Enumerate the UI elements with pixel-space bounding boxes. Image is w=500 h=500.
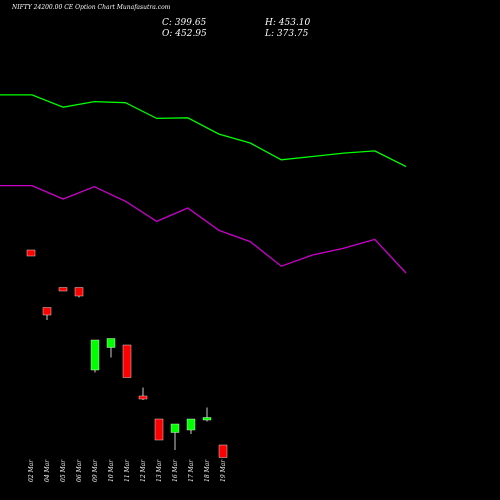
date-tick-label: 02 Mar bbox=[28, 459, 35, 482]
candle-body bbox=[202, 417, 212, 421]
date-tick-label: 05 Mar bbox=[60, 459, 67, 482]
overlay-line-1 bbox=[0, 184, 407, 274]
date-tick-label: 11 Mar bbox=[124, 459, 131, 482]
date-tick-label: 12 Mar bbox=[140, 459, 147, 482]
low-readout: L: 373.75 bbox=[265, 29, 309, 39]
chart-title: NIFTY 24200.00 CE Option Chart Munafasut… bbox=[12, 4, 171, 11]
candle-body bbox=[26, 249, 36, 257]
candle-body bbox=[138, 395, 148, 400]
date-tick-label: 09 Mar bbox=[92, 459, 99, 482]
candle-body bbox=[186, 418, 196, 431]
candle-body bbox=[106, 338, 116, 348]
candle-body bbox=[90, 339, 100, 371]
high-readout: H: 453.10 bbox=[265, 18, 311, 28]
date-tick-label: 13 Mar bbox=[156, 459, 163, 482]
candle-body bbox=[74, 287, 84, 297]
candle-body bbox=[154, 418, 164, 441]
overlay-line-0 bbox=[0, 94, 407, 168]
open-readout: O: 452.95 bbox=[162, 29, 207, 39]
date-tick-label: 18 Mar bbox=[204, 459, 211, 482]
date-tick-label: 10 Mar bbox=[108, 459, 115, 482]
close-readout: C: 399.65 bbox=[162, 18, 207, 28]
date-tick-label: 19 Mar bbox=[220, 459, 227, 482]
date-tick-label: 17 Mar bbox=[188, 459, 195, 482]
date-tick-label: 06 Mar bbox=[76, 459, 83, 482]
candle-body bbox=[170, 423, 180, 433]
candle-body bbox=[218, 444, 228, 458]
candle-body bbox=[58, 287, 68, 292]
candle-body bbox=[42, 307, 52, 316]
date-tick-label: 16 Mar bbox=[172, 459, 179, 482]
candle-body bbox=[122, 344, 132, 378]
date-tick-label: 04 Mar bbox=[44, 459, 51, 482]
